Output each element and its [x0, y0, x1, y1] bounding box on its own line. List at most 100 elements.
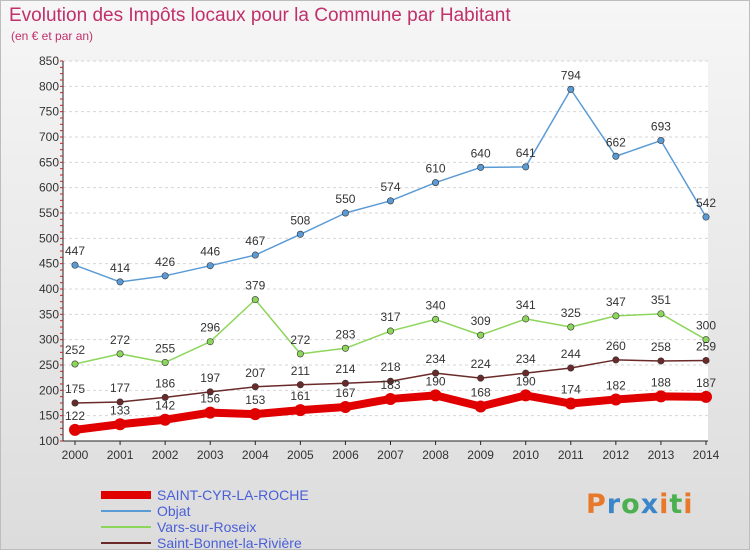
data-point: [700, 390, 712, 403]
data-label: 244: [561, 347, 581, 361]
data-label: 186: [155, 376, 175, 390]
legend-swatch-saint-cyr: [101, 491, 151, 499]
x-axis-ticks: 2000 2001 2002 2003 2004 2005 2006 2007 2008 2009…: [62, 441, 720, 462]
data-point: [71, 261, 79, 269]
y-tick-label: 450: [39, 257, 59, 271]
data-label: 133: [110, 403, 130, 417]
y-tick-label: 850: [39, 54, 59, 68]
data-point: [294, 404, 307, 417]
data-point: [474, 400, 487, 413]
y-tick-label: 550: [39, 206, 59, 220]
y-tick-label: 350: [39, 307, 59, 321]
data-point: [657, 310, 665, 318]
data-point: [251, 296, 259, 304]
data-point: [251, 251, 259, 259]
data-point: [702, 336, 710, 344]
data-label: 211: [291, 364, 310, 378]
y-tick-label: 150: [39, 409, 59, 423]
data-label: 142: [155, 399, 175, 413]
data-point: [71, 399, 79, 407]
plot-area: [63, 61, 708, 441]
x-tick-label: 2012: [603, 448, 630, 462]
data-label: 467: [245, 234, 265, 248]
data-label: 190: [516, 374, 536, 388]
data-point: [116, 398, 124, 406]
data-point: [657, 137, 665, 145]
legend-label: Saint-Bonnet-la-Rivière: [157, 535, 302, 551]
data-point: [116, 278, 124, 286]
data-point: [477, 374, 485, 382]
data-point: [432, 315, 440, 323]
data-point: [251, 383, 259, 391]
data-label: 641: [516, 146, 536, 160]
data-labels: 175 177 186 197 207 211 214 218 234 224 234 244 260 2…: [65, 68, 716, 422]
logo-letter: r: [606, 489, 622, 520]
data-point: [702, 213, 710, 221]
y-axis-ticks: 100 150 200 250 300 350 400 450 500 550 600 650 700 7…: [39, 54, 63, 448]
y-tick-label: 600: [39, 181, 59, 195]
logo-letter: i: [659, 489, 670, 520]
data-label: 662: [606, 135, 626, 149]
logo-letter: o: [621, 489, 641, 520]
data-point: [296, 350, 304, 358]
data-point: [609, 393, 622, 406]
data-label: 272: [110, 333, 130, 347]
data-label: 283: [335, 327, 355, 341]
data-point: [386, 377, 394, 385]
legend-item: Objat: [101, 503, 309, 519]
data-label: 426: [155, 255, 175, 269]
logo-letter: t: [669, 489, 684, 520]
data-point: [204, 406, 217, 419]
data-point: [432, 369, 440, 377]
logo-letter: P: [586, 489, 607, 520]
data-label: 252: [65, 343, 85, 357]
data-point: [161, 393, 169, 401]
data-label: 447: [65, 244, 85, 258]
data-point: [341, 344, 349, 352]
data-point: [69, 423, 81, 436]
data-point: [206, 338, 214, 346]
data-point: [386, 197, 394, 205]
y-tick-label: 500: [39, 231, 59, 245]
data-point: [296, 381, 304, 389]
data-point: [477, 331, 485, 339]
data-label: 610: [426, 162, 446, 176]
data-label: 258: [651, 340, 671, 354]
x-tick-label: 2011: [558, 448, 584, 462]
data-point: [429, 389, 442, 402]
data-label: 175: [65, 382, 85, 396]
y-tick-label: 250: [39, 358, 59, 372]
data-point: [71, 360, 79, 368]
logo-letter: x: [640, 489, 660, 520]
data-label: 214: [335, 362, 355, 376]
data-point: [567, 323, 575, 331]
data-label: 234: [426, 352, 446, 366]
data-label: 167: [335, 386, 355, 400]
data-point: [339, 401, 352, 414]
data-point: [296, 230, 304, 238]
data-label: 446: [200, 245, 220, 259]
legend-label: Vars-sur-Roseix: [157, 519, 257, 535]
data-label: 122: [65, 409, 85, 423]
data-point: [249, 408, 262, 421]
data-label: 693: [651, 120, 671, 134]
x-tick-label: 2006: [332, 448, 359, 462]
data-point: [612, 152, 620, 160]
y-tick-label: 650: [39, 155, 59, 169]
data-label: 340: [426, 298, 446, 312]
data-label: 197: [200, 371, 220, 385]
x-tick-label: 2004: [242, 448, 269, 462]
data-point: [519, 389, 532, 402]
data-label: 177: [110, 381, 130, 395]
data-label: 168: [471, 386, 491, 400]
data-label: 260: [606, 339, 626, 353]
data-point: [654, 390, 667, 403]
data-point: [432, 179, 440, 187]
legend-item: Vars-sur-Roseix: [101, 519, 309, 535]
data-point: [341, 209, 349, 217]
x-tick-label: 2003: [197, 448, 224, 462]
data-label: 218: [380, 360, 400, 374]
data-label: 182: [606, 378, 626, 392]
x-tick-label: 2010: [512, 448, 539, 462]
data-label: 183: [380, 378, 400, 392]
